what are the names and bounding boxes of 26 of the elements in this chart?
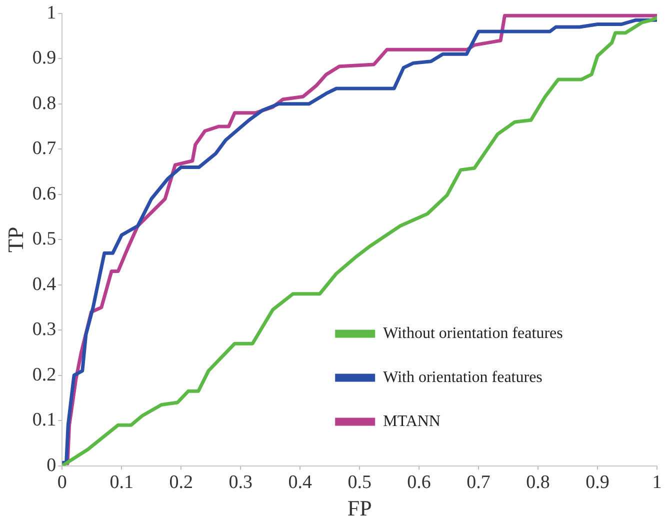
y-tick-label: 1 xyxy=(46,2,56,24)
y-axis-title: TP xyxy=(2,226,28,252)
legend-label: MTANN xyxy=(383,413,441,430)
x-axis-title: FP xyxy=(347,496,372,521)
legend-label: Without orientation features xyxy=(383,325,563,342)
x-tick-label: 0.9 xyxy=(586,472,610,494)
y-tick-label: 0.9 xyxy=(32,48,56,69)
x-tick-label: 1 xyxy=(652,472,662,494)
x-tick-label: 0.8 xyxy=(526,472,550,494)
x-tick-label: 0.5 xyxy=(348,472,372,494)
y-tick-label: 0.2 xyxy=(32,364,56,386)
x-tick-label: 0.1 xyxy=(110,472,134,494)
legend-label: With orientation features xyxy=(383,369,542,386)
y-tick-label: 0.5 xyxy=(32,228,56,250)
y-tick-label: 0.4 xyxy=(32,274,57,295)
x-tick-label: 0.7 xyxy=(466,472,490,494)
x-tick-label: 0.6 xyxy=(407,472,431,494)
x-tick-label: 0.2 xyxy=(169,472,193,494)
x-tick-label: 0.3 xyxy=(228,472,252,494)
y-tick-label: 0.1 xyxy=(32,410,56,431)
x-tick-label: 0.4 xyxy=(288,472,312,494)
y-tick-label: 0 xyxy=(46,454,56,476)
y-tick-label: 0.8 xyxy=(32,92,56,114)
y-tick-label: 0.7 xyxy=(32,138,56,160)
y-tick-label: 0.3 xyxy=(32,319,56,340)
y-tick-label: 0.6 xyxy=(32,183,56,204)
